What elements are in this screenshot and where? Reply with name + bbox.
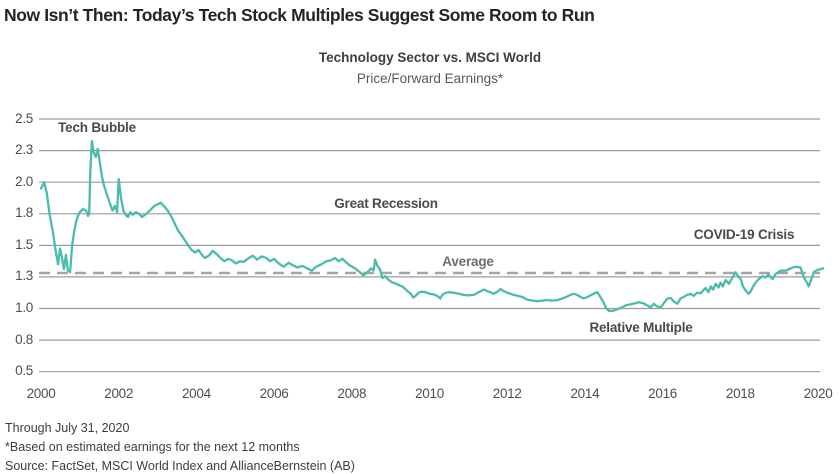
y-tick-label: 1.0: [15, 300, 33, 316]
y-tick-label: 1.3: [15, 268, 33, 284]
footnote-earnings-basis: *Based on estimated earnings for the nex…: [5, 440, 300, 454]
y-tick-label: 1.8: [15, 205, 33, 221]
x-tick-label: 2002: [104, 386, 134, 401]
x-tick-label: 2010: [415, 386, 444, 401]
x-tick-label: 2014: [570, 386, 600, 401]
x-tick-label: 2004: [181, 386, 211, 401]
gridlines: [39, 118, 820, 373]
annotation-great-recession: Great Recession: [334, 196, 438, 211]
x-tick-label: 2008: [337, 386, 367, 401]
x-tick-label: 2016: [648, 386, 678, 401]
y-tick-label: 2.0: [15, 173, 33, 189]
y-tick-label: 2.5: [15, 110, 33, 126]
annotation-covid-19-crisis: COVID-19 Crisis: [693, 227, 795, 242]
series-line: [39, 139, 825, 313]
x-tick-label: 2018: [725, 386, 755, 401]
annotation-relative-multiple: Relative Multiple: [589, 320, 693, 335]
y-tick-label: 2.3: [15, 142, 33, 158]
x-tick-label: 2012: [492, 386, 522, 401]
annotation-average-label: Average: [442, 254, 494, 269]
chart-subtitle: Price/Forward Earnings*: [356, 71, 504, 86]
annotation-tech-bubble: Tech Bubble: [58, 120, 136, 135]
y-tick-label: 0.5: [15, 363, 33, 379]
footnote-through-date: Through July 31, 2020: [5, 421, 130, 435]
x-tick-label: 2020: [803, 386, 833, 401]
footnote-source: Source: FactSet, MSCI World Index and Al…: [5, 459, 355, 473]
chart-title: Technology Sector vs. MSCI World: [318, 50, 542, 65]
page-title: Now Isn’t Then: Today’s Tech Stock Multi…: [4, 5, 595, 25]
x-tick-label: 2006: [259, 386, 289, 401]
y-tick-label: 0.8: [15, 331, 33, 347]
x-tick-label: 2000: [26, 386, 56, 401]
y-tick-label: 1.5: [15, 236, 33, 252]
